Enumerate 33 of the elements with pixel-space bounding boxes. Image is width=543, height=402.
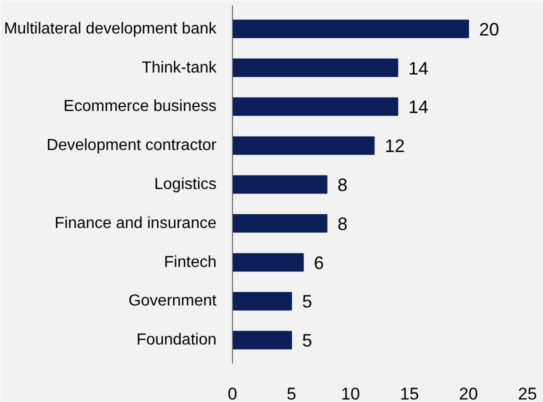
x-tick-label: 15: [400, 384, 419, 402]
y-tick-label: Logistics: [154, 176, 216, 193]
y-tick-label: Think-tank: [142, 59, 218, 76]
bar: [232, 20, 469, 38]
y-tick-label: Development contractor: [46, 137, 218, 154]
y-tick-label: Finance and insurance: [54, 214, 217, 232]
data-label: 14: [408, 97, 428, 118]
y-tick-label: Multilateral development bank: [4, 20, 218, 38]
data-label: 8: [338, 175, 348, 195]
x-tick-label: 0: [228, 384, 238, 402]
x-tick-label: 20: [459, 384, 478, 402]
data-label: 12: [384, 136, 405, 156]
data-label: 5: [302, 330, 312, 351]
data-label: 6: [314, 252, 324, 273]
data-label: 14: [408, 58, 428, 78]
y-tick-label: Foundation: [136, 332, 216, 349]
y-tick-label: Ecommerce business: [64, 98, 217, 116]
data-label: 20: [479, 19, 500, 40]
bar: [232, 97, 398, 116]
bar: [232, 214, 328, 233]
bar: [232, 175, 328, 194]
x-tick-label: 10: [341, 384, 360, 402]
x-tick-label: 25: [518, 384, 537, 402]
x-tick-label: 5: [286, 384, 296, 402]
data-label: 8: [338, 214, 348, 234]
bar: [232, 330, 292, 350]
bar: [232, 136, 375, 155]
data-label: 5: [302, 292, 312, 312]
y-tick-label: Fintech: [164, 254, 216, 271]
bar: [232, 58, 398, 78]
bar: [232, 292, 292, 310]
y-tick-label: Government: [128, 292, 218, 310]
bar: [232, 253, 304, 272]
